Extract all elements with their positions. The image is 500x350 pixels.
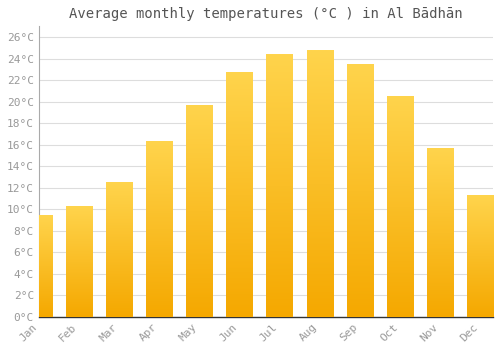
Title: Average monthly temperatures (°C ) in Al Bādhān: Average monthly temperatures (°C ) in Al… bbox=[69, 7, 462, 21]
